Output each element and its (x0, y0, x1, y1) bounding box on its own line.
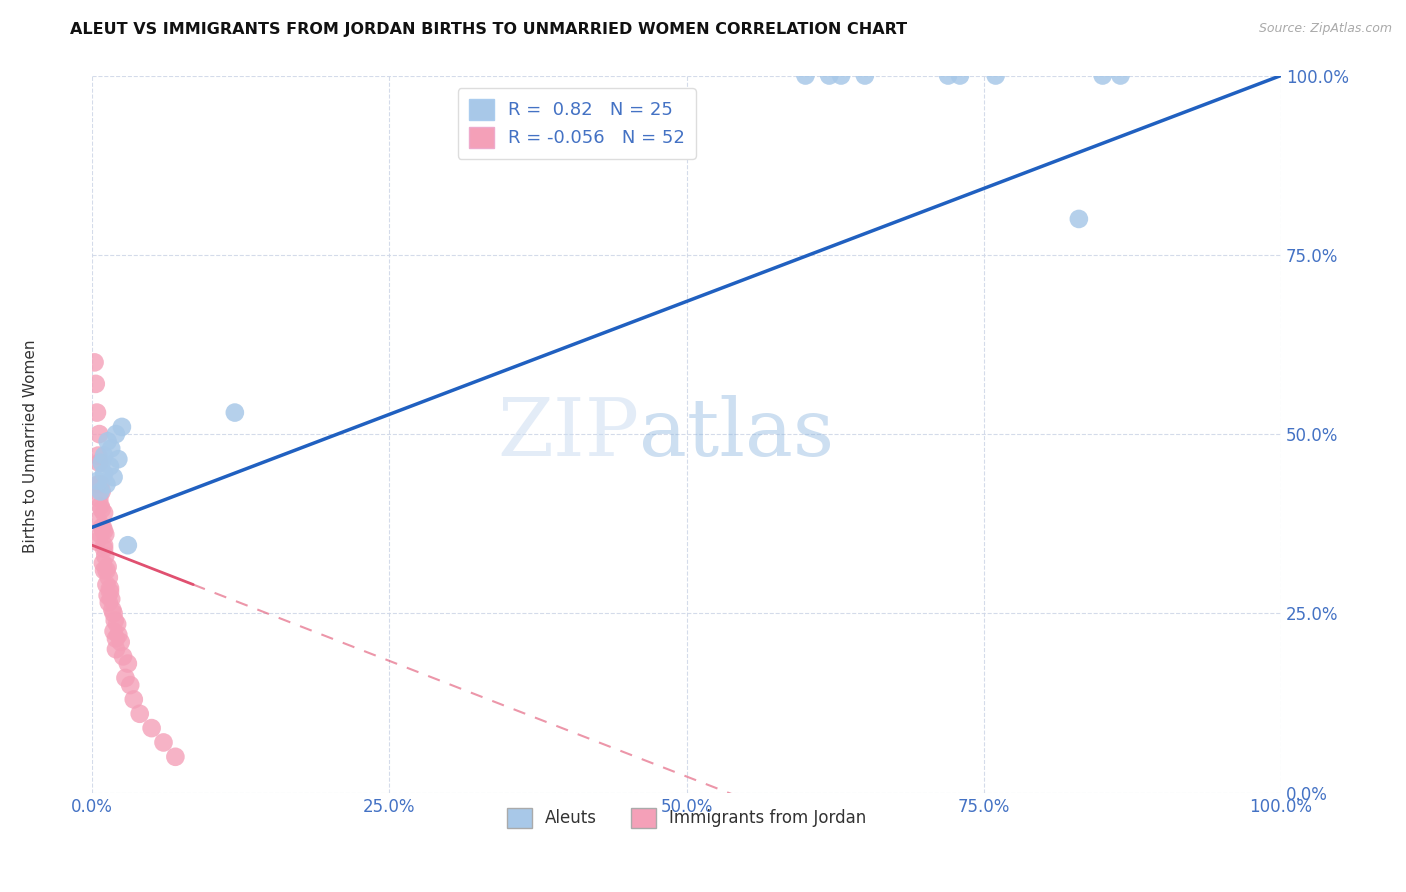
Text: Births to Unmarried Women: Births to Unmarried Women (24, 339, 38, 553)
Point (110, 635, 132, 649)
Point (90, 502, 112, 516)
Point (94, 527, 117, 541)
Point (104, 427, 127, 442)
Point (111, 420, 134, 434)
Point (90, 520, 112, 534)
Point (89, 491, 111, 506)
Point (87, 449, 110, 463)
Point (103, 624, 125, 639)
Point (86, 406, 108, 420)
Point (93, 506, 115, 520)
Point (101, 603, 124, 617)
Point (93, 449, 115, 463)
Point (949, 69, 972, 83)
Point (853, 69, 876, 83)
Point (107, 452, 129, 467)
Point (97, 589, 120, 603)
Point (104, 632, 127, 646)
Point (97, 596, 120, 610)
Point (122, 692, 145, 706)
Point (93, 524, 115, 538)
Point (103, 607, 125, 621)
Point (104, 614, 127, 628)
Point (105, 617, 128, 632)
Point (90, 456, 112, 470)
Point (91, 556, 114, 570)
Point (107, 628, 129, 642)
Point (98, 581, 121, 595)
Point (91, 520, 114, 534)
Point (165, 749, 187, 764)
Point (97, 570, 120, 584)
Point (1091, 69, 1114, 83)
Point (94, 549, 117, 563)
Point (1067, 211, 1090, 226)
Point (86, 534, 108, 549)
Point (152, 735, 174, 749)
Point (89, 484, 111, 499)
Legend: Aleuts, Immigrants from Jordan: Aleuts, Immigrants from Jordan (501, 801, 873, 835)
Point (96, 563, 118, 577)
Point (93, 541, 115, 556)
Point (83, 355, 105, 369)
Point (818, 69, 841, 83)
Point (97, 434, 120, 449)
Point (120, 678, 142, 692)
Point (128, 706, 150, 721)
Text: ZIP: ZIP (496, 395, 638, 473)
Point (98, 459, 121, 474)
Text: ALEUT VS IMMIGRANTS FROM JORDAN BIRTHS TO UNMARRIED WOMEN CORRELATION CHART: ALEUT VS IMMIGRANTS FROM JORDAN BIRTHS T… (70, 22, 907, 37)
Text: atlas: atlas (638, 395, 834, 473)
Point (104, 642, 127, 657)
Point (224, 406, 246, 420)
Point (84, 376, 107, 391)
Point (114, 671, 136, 685)
Point (89, 456, 111, 470)
Point (984, 69, 1007, 83)
Point (93, 538, 115, 552)
Point (89, 527, 111, 541)
Point (93, 467, 115, 481)
Point (98, 585, 121, 599)
Point (89, 477, 111, 491)
Point (117, 657, 139, 671)
Point (97, 559, 120, 574)
Point (112, 649, 135, 664)
Point (96, 477, 118, 491)
Point (100, 592, 122, 607)
Text: Source: ZipAtlas.com: Source: ZipAtlas.com (1258, 22, 1392, 36)
Point (87, 474, 110, 488)
Point (141, 721, 163, 735)
Point (830, 69, 852, 83)
Point (87, 477, 110, 491)
Point (100, 442, 122, 456)
Point (93, 563, 115, 577)
Point (96, 577, 118, 591)
Point (1109, 69, 1132, 83)
Point (794, 69, 817, 83)
Point (936, 69, 959, 83)
Point (89, 499, 111, 513)
Point (117, 538, 139, 552)
Point (103, 470, 125, 484)
Point (89, 427, 111, 442)
Point (87, 513, 110, 527)
Point (90, 484, 112, 499)
